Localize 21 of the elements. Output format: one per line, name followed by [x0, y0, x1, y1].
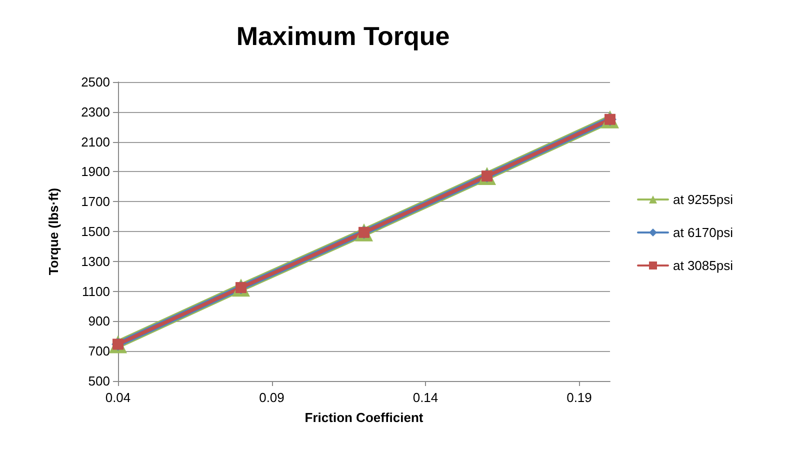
y-axis-title: Torque (lbs·ft)	[46, 188, 61, 276]
y-tick-label: 1100	[82, 284, 110, 299]
chart-title: Maximum Torque	[236, 21, 450, 51]
legend-label: at 9255psi	[673, 192, 734, 207]
y-tick-label: 2100	[81, 134, 110, 150]
y-tick-label: 900	[88, 314, 110, 329]
y-tick-label: 500	[88, 374, 110, 388]
y-tick-label: 700	[88, 344, 110, 359]
y-tick-label: 1300	[81, 254, 110, 269]
y-tick-label: 1900	[81, 164, 110, 180]
legend-label: at 3085psi	[673, 258, 734, 273]
legend-label: at 6170psi	[673, 225, 734, 240]
x-tick-label: 0.19	[566, 390, 592, 405]
x-axis-title: Friction Coefficient	[304, 410, 424, 425]
y-tick-label: 1700	[81, 194, 110, 210]
y-tick-label: 2500	[81, 74, 110, 90]
y-tick-label: 2300	[81, 104, 110, 120]
x-tick-label: 0.09	[259, 390, 284, 405]
x-tick-label: 0.04	[105, 390, 131, 405]
y-tick-label: 1500	[81, 224, 110, 239]
x-tick-label: 0.14	[412, 390, 438, 405]
